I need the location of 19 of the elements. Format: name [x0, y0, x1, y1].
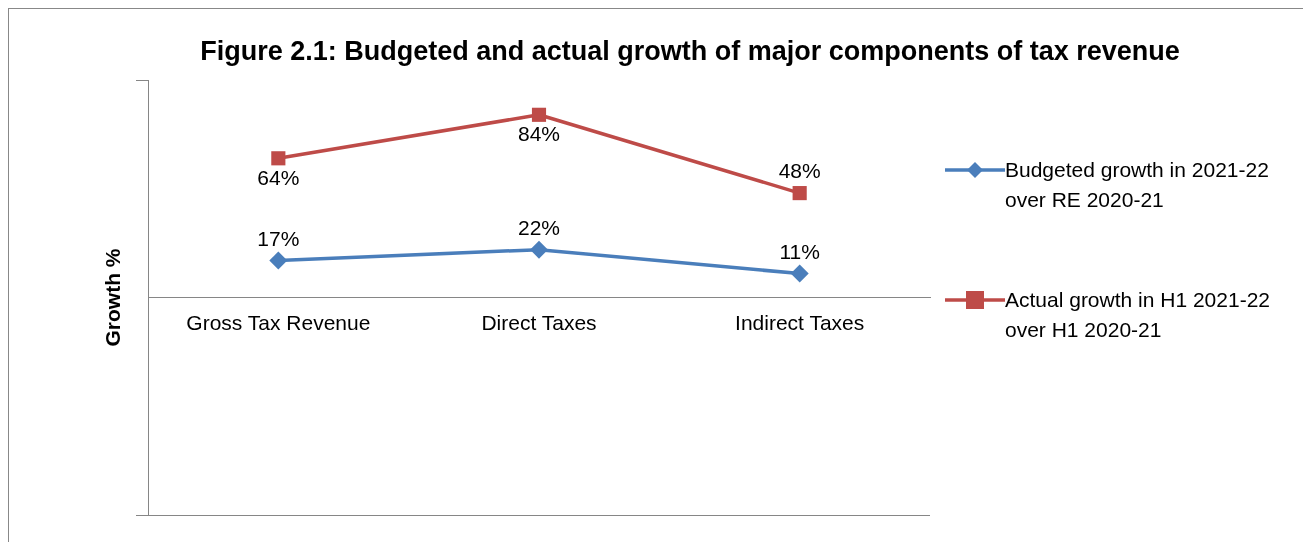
data-label: 17% [257, 226, 300, 250]
legend-label: Actual growth in H1 2021-22 over H1 2020-21 [1005, 287, 1271, 343]
point [271, 151, 286, 166]
data-label: 84% [517, 122, 561, 146]
point [790, 264, 809, 283]
data-label: 11% [779, 239, 820, 263]
x-tick-label: Gross Tax Revenue [186, 310, 371, 334]
data-label: 22% [517, 215, 561, 239]
x-tick-label: Indirect Taxes [735, 310, 865, 334]
y-axis-title: Growth % [101, 248, 125, 347]
point [531, 107, 547, 122]
x-tick-label: Direct Taxes [481, 310, 597, 334]
point [530, 240, 548, 259]
legend-label: Budgeted growth in 2021-22 over RE 2020-21 [1005, 157, 1270, 213]
point [792, 186, 807, 201]
point [269, 251, 288, 270]
data-label: 64% [257, 165, 300, 189]
chart-title: Figure 2.1: Budgeted and actual growth of major components of tax revenue [199, 35, 1181, 68]
data-label: 48% [778, 159, 821, 183]
